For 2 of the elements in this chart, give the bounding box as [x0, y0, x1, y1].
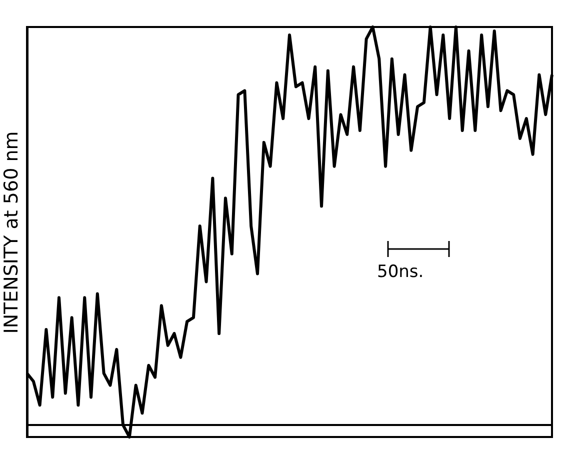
annotation: 50ns. [377, 262, 424, 282]
y-axis-title: INTENSITY at 560 nm [0, 131, 22, 334]
